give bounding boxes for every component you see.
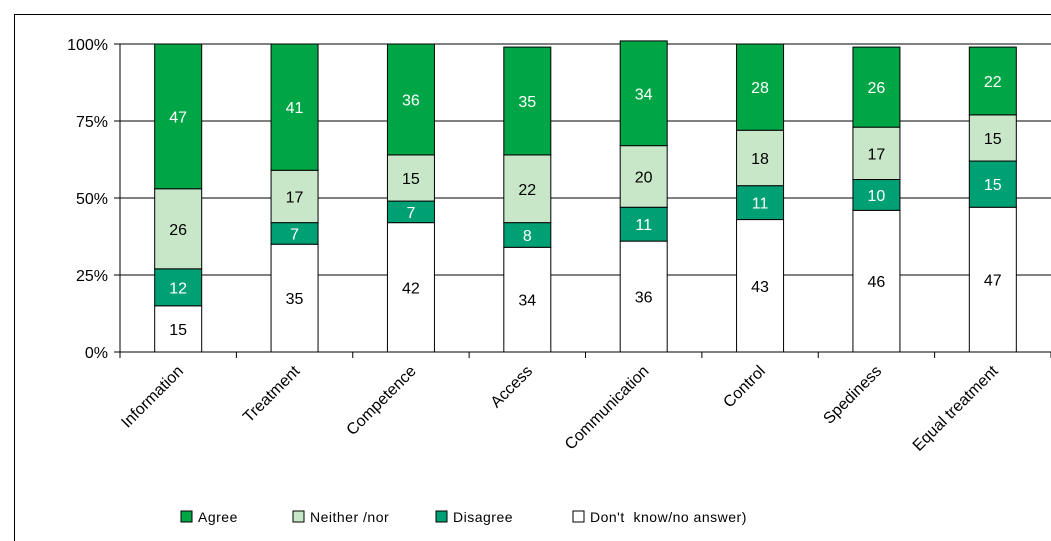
legend-swatch — [292, 510, 305, 523]
legend-label: Disagree — [453, 509, 513, 525]
bar-segment — [852, 126, 901, 181]
bar-segment — [736, 43, 785, 131]
data-label: 20 — [635, 169, 653, 186]
data-label: 17 — [868, 146, 886, 163]
data-label: 22 — [984, 74, 1002, 91]
legend-label: Neither /nor — [310, 509, 389, 525]
x-tick-label: Access — [488, 363, 536, 411]
y-tick-label: 25% — [76, 268, 108, 285]
legend-swatch — [435, 510, 448, 523]
bar-segment — [270, 169, 319, 224]
data-label: 41 — [286, 100, 304, 117]
data-label: 11 — [752, 196, 769, 213]
bar-segment — [968, 46, 1017, 116]
bar-segment — [503, 246, 552, 353]
bar-segment — [619, 206, 668, 242]
data-label: 35 — [518, 94, 536, 111]
data-label: 26 — [169, 222, 187, 239]
bar-segment — [619, 145, 668, 208]
data-label: 47 — [169, 109, 187, 126]
data-label: 15 — [984, 131, 1002, 148]
x-tick-label: Treatment — [240, 362, 304, 426]
data-label: 46 — [868, 274, 886, 291]
y-tick-label: 0% — [85, 345, 108, 362]
data-label: 12 — [169, 280, 187, 297]
data-label: 26 — [868, 80, 886, 97]
bar-segment — [154, 188, 203, 270]
bar-segment — [154, 43, 203, 190]
data-label: 34 — [518, 293, 536, 310]
data-label: 15 — [984, 177, 1002, 194]
bar-segment — [619, 40, 668, 147]
data-label: 43 — [751, 279, 769, 296]
x-tick-label: Spediness — [820, 363, 885, 428]
data-label: 36 — [402, 92, 420, 109]
bar-segment — [503, 154, 552, 224]
x-tick-label: Information — [118, 363, 187, 432]
y-tick-label: 75% — [76, 114, 108, 131]
bar-segment — [736, 219, 785, 353]
bar-segment — [968, 114, 1017, 162]
data-label: 22 — [518, 182, 536, 199]
data-label: 17 — [286, 189, 304, 206]
legend-swatch — [572, 510, 585, 523]
bar-segment — [736, 129, 785, 187]
bar-segment — [154, 268, 203, 307]
data-label: 11 — [635, 217, 652, 234]
bar-segment — [852, 209, 901, 353]
data-label: 47 — [984, 273, 1002, 290]
bar-segment — [619, 240, 668, 353]
data-label: 8 — [523, 228, 532, 245]
x-tick-label: Equal treatment — [910, 362, 1002, 454]
bar-segment — [154, 305, 203, 353]
data-label: 34 — [635, 86, 653, 103]
bar-segment — [968, 160, 1017, 208]
legend-label: Agree — [198, 509, 238, 525]
data-label: 42 — [402, 280, 420, 297]
x-tick-label: Competence — [344, 363, 420, 439]
data-label: 10 — [868, 188, 886, 205]
data-label: 7 — [290, 226, 299, 243]
bar-segment — [386, 222, 435, 353]
bar-segment — [852, 46, 901, 128]
legend-label: Don't know/no answer) — [590, 509, 747, 525]
x-tick-label: Communication — [562, 363, 653, 454]
bar-segment — [503, 46, 552, 156]
data-label: 7 — [406, 205, 415, 222]
data-label: 15 — [402, 171, 420, 188]
chart-frame — [14, 14, 1051, 541]
bar-segment — [386, 43, 435, 156]
y-tick-label: 50% — [76, 191, 108, 208]
data-label: 18 — [751, 151, 769, 168]
data-label: 35 — [286, 291, 304, 308]
data-label: 36 — [635, 290, 653, 307]
y-tick-label: 100% — [67, 37, 108, 54]
x-tick-label: Control — [720, 363, 768, 411]
bar-segment — [270, 43, 319, 171]
data-label: 28 — [751, 80, 769, 97]
legend-swatch — [180, 510, 193, 523]
data-label: 15 — [169, 322, 187, 339]
